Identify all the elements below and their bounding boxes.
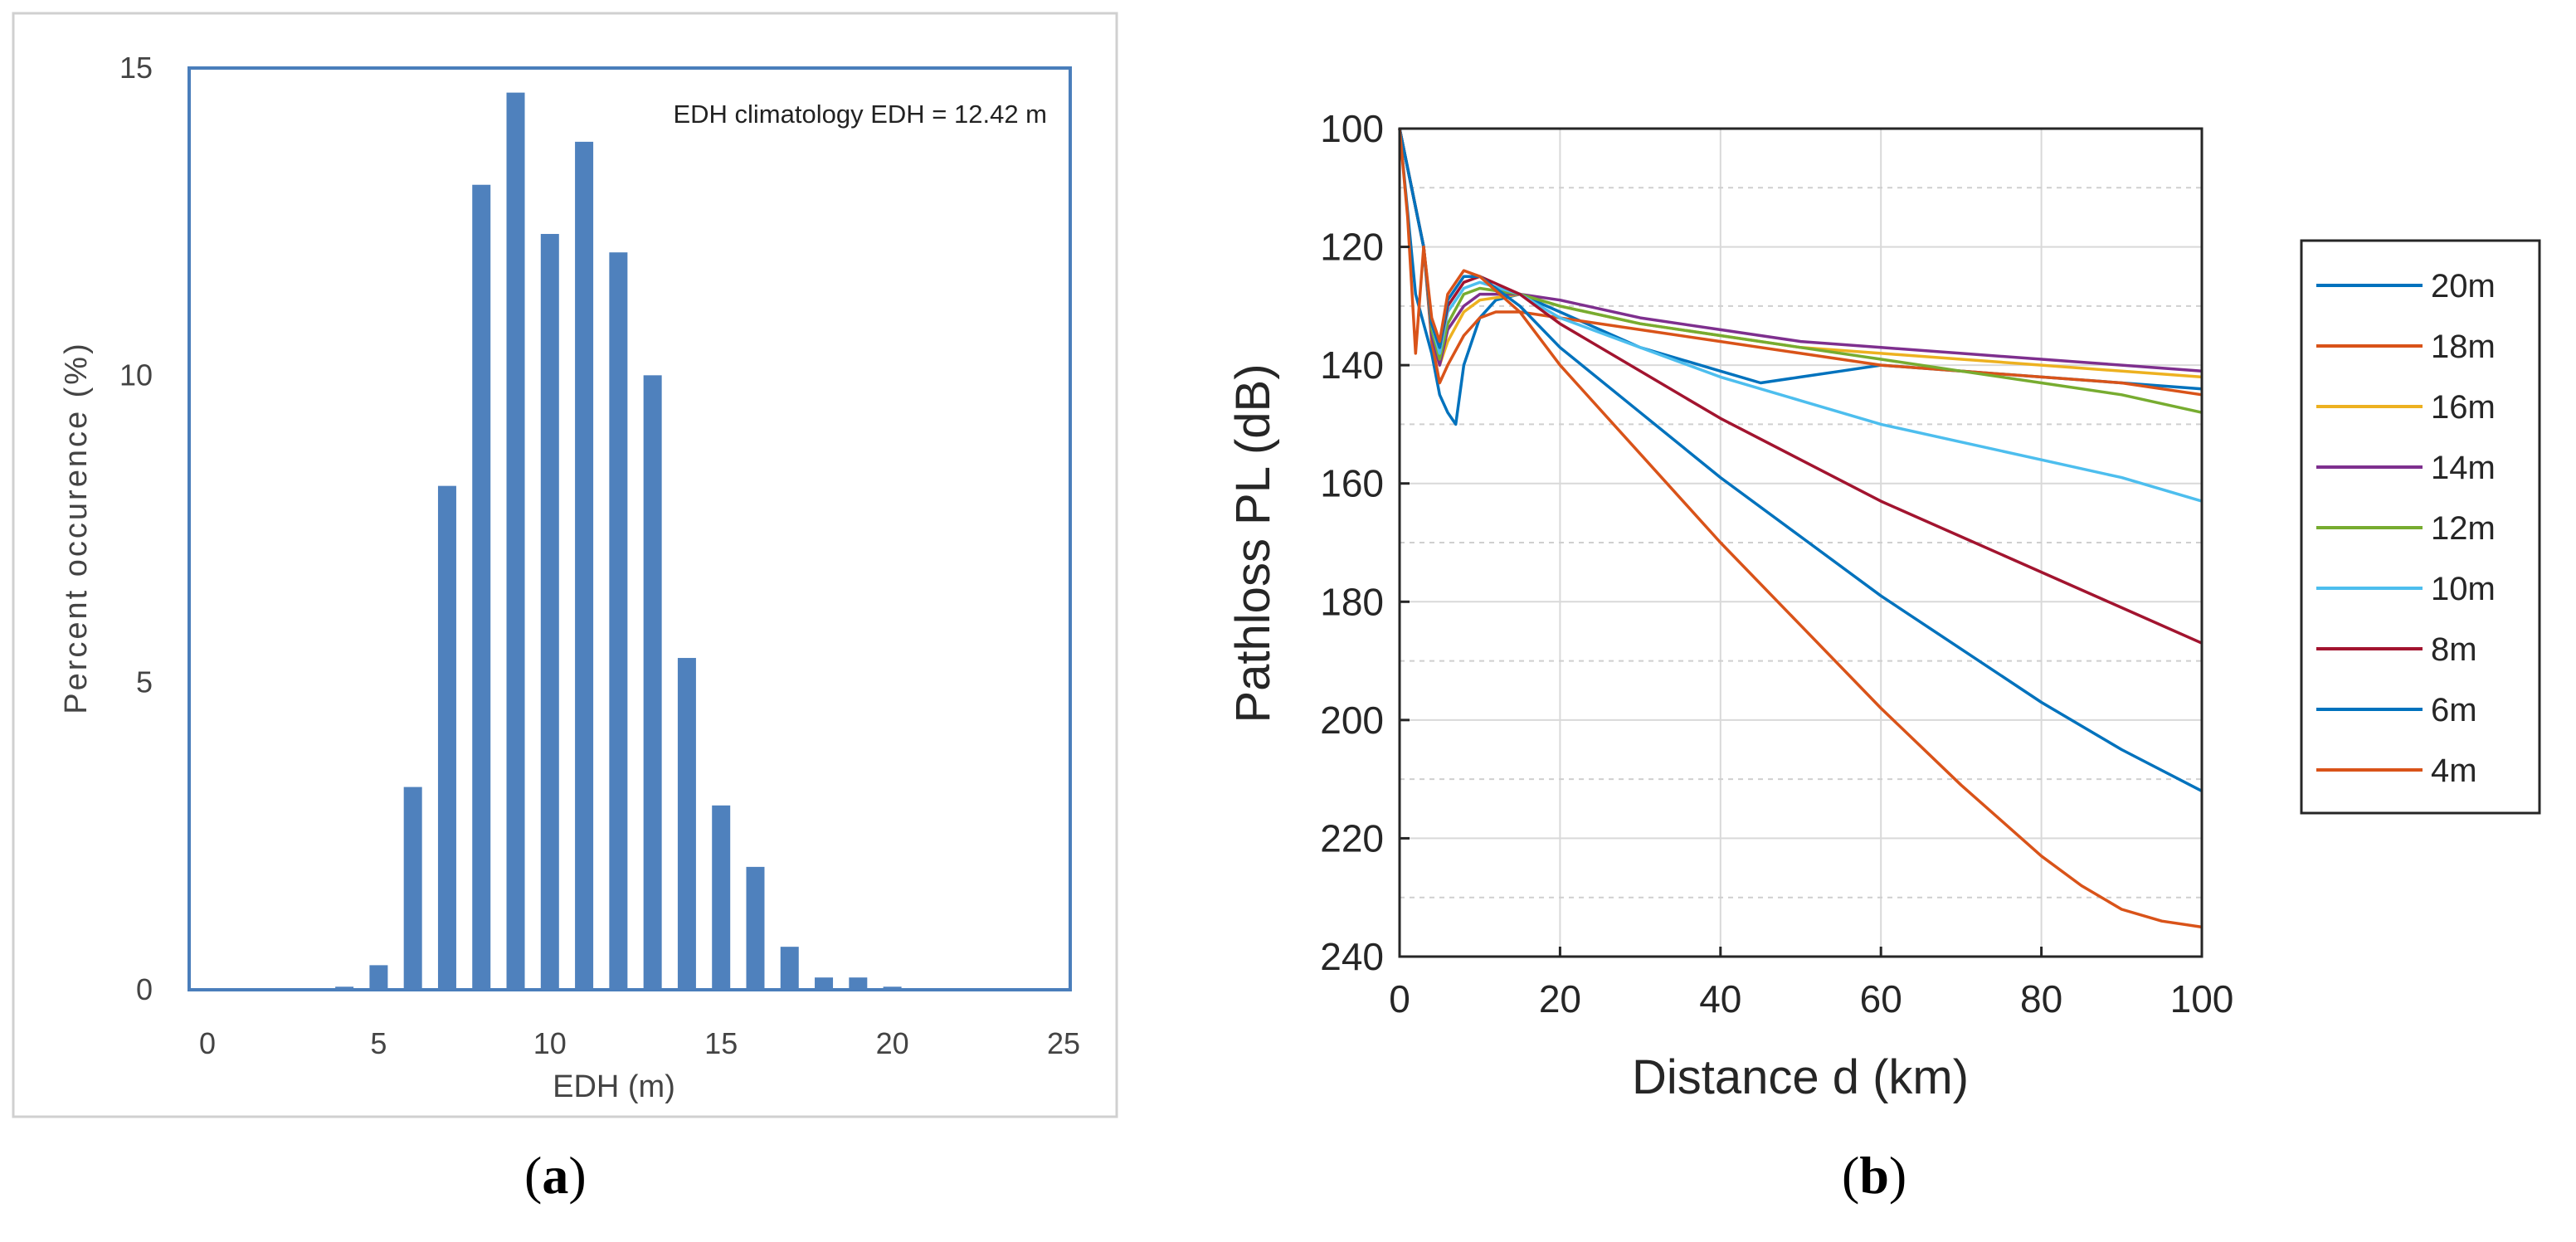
chart-b-y-tick-label: 140 bbox=[1320, 343, 1384, 387]
chart-a-bar bbox=[712, 805, 731, 990]
chart-b-x-tick-label: 20 bbox=[1539, 977, 1581, 1020]
chart-b-y-tick-label: 180 bbox=[1320, 580, 1384, 623]
chart-b-series-line-14m bbox=[1398, 128, 2203, 373]
chart-b-legend-label-6m: 6m bbox=[2431, 692, 2477, 728]
chart-a-bar bbox=[609, 252, 628, 990]
chart-b-y-tick-label: 200 bbox=[1320, 699, 1384, 742]
chart-a-bar bbox=[883, 986, 902, 990]
chart-a-x-tick-label: 5 bbox=[370, 1026, 387, 1060]
chart-a-annotation: EDH climatology EDH = 12.42 m bbox=[673, 100, 1047, 129]
chart-a-y-tick-label: 5 bbox=[136, 665, 153, 699]
chart-a-bar bbox=[369, 965, 388, 990]
caption-a-letter: a bbox=[542, 1146, 569, 1205]
chart-b-x-axis-label: Distance d (km) bbox=[1632, 1050, 1969, 1104]
chart-b-x-tick-label: 0 bbox=[1389, 977, 1410, 1020]
chart-b-legend-label-8m: 8m bbox=[2431, 631, 2477, 668]
chart-b-legend-label-18m: 18m bbox=[2431, 329, 2496, 365]
chart-b-legend-label-14m: 14m bbox=[2431, 450, 2496, 486]
chart-a-y-tick-label: 15 bbox=[119, 51, 153, 85]
chart-a-bar bbox=[437, 485, 456, 990]
chart-a-x-tick-label: 25 bbox=[1047, 1026, 1080, 1060]
chart-b-y-tick-label: 220 bbox=[1320, 816, 1384, 860]
chart-b-series-line-12m bbox=[1398, 128, 2203, 414]
chart-b-legend: 20m 18m 16m 14m 12m 10m 8m 6m 4m bbox=[2300, 239, 2541, 815]
chart-a-bar bbox=[540, 233, 559, 991]
chart-b-x-tick-label: 40 bbox=[1699, 977, 1741, 1020]
chart-a-bar bbox=[506, 92, 525, 990]
chart-b-legend-label-20m: 20m bbox=[2431, 268, 2496, 304]
chart-b-y-tick-label: 120 bbox=[1320, 226, 1384, 269]
chart-a-x-tick-label: 15 bbox=[704, 1026, 738, 1060]
chart-a-bar bbox=[746, 866, 765, 990]
chart-a-bar bbox=[780, 947, 799, 990]
chart-a-bar bbox=[677, 658, 696, 990]
chart-b-legend-label-10m: 10m bbox=[2431, 571, 2496, 607]
chart-b-y-axis-label: Pathloss PL (dB) bbox=[1226, 363, 1280, 723]
chart-a-outer-frame bbox=[12, 12, 1118, 1118]
chart-a-y-tick-label: 10 bbox=[119, 358, 153, 392]
chart-a-plot-area bbox=[187, 66, 1072, 991]
caption-b-letter: b bbox=[1859, 1146, 1889, 1205]
chart-a-bar bbox=[403, 787, 422, 990]
chart-a-x-tick-label: 10 bbox=[533, 1026, 567, 1060]
caption-b: (b) bbox=[1842, 1146, 1907, 1205]
chart-a-bar bbox=[849, 977, 868, 990]
chart-b-series-line-6m bbox=[1398, 128, 2203, 792]
chart-a-bar bbox=[472, 184, 491, 990]
chart-a-bar bbox=[335, 986, 354, 990]
chart-b-legend-label-4m: 4m bbox=[2431, 753, 2477, 789]
chart-a-x-tick-label: 20 bbox=[876, 1026, 909, 1060]
chart-b-axes-box bbox=[1398, 127, 2203, 958]
chart-b-x-tick-label: 100 bbox=[2170, 977, 2234, 1020]
chart-b-y-tick-label: 160 bbox=[1320, 462, 1384, 505]
chart-a-y-tick-label: 0 bbox=[136, 972, 153, 1006]
caption-a: (a) bbox=[524, 1146, 587, 1205]
chart-a-x-axis-label: EDH (m) bbox=[553, 1069, 675, 1104]
chart-b-legend-label-12m: 12m bbox=[2431, 510, 2496, 547]
chart-b-series-line-4m bbox=[1398, 128, 2203, 929]
chart-a-y-axis-label: Percent occurence (%) bbox=[59, 341, 94, 714]
chart-b-legend-label-16m: 16m bbox=[2431, 389, 2496, 426]
chart-b-x-tick-label: 80 bbox=[2020, 977, 2062, 1020]
chart-a-bar bbox=[815, 977, 834, 990]
chart-a-bar bbox=[643, 375, 662, 990]
chart-b-y-tick-label: 100 bbox=[1320, 107, 1384, 150]
chart-a-x-tick-label: 0 bbox=[199, 1026, 216, 1060]
chart-a-bar bbox=[575, 141, 594, 990]
chart-b-x-tick-label: 60 bbox=[1860, 977, 1902, 1020]
chart-b-y-tick-label: 240 bbox=[1320, 935, 1384, 978]
